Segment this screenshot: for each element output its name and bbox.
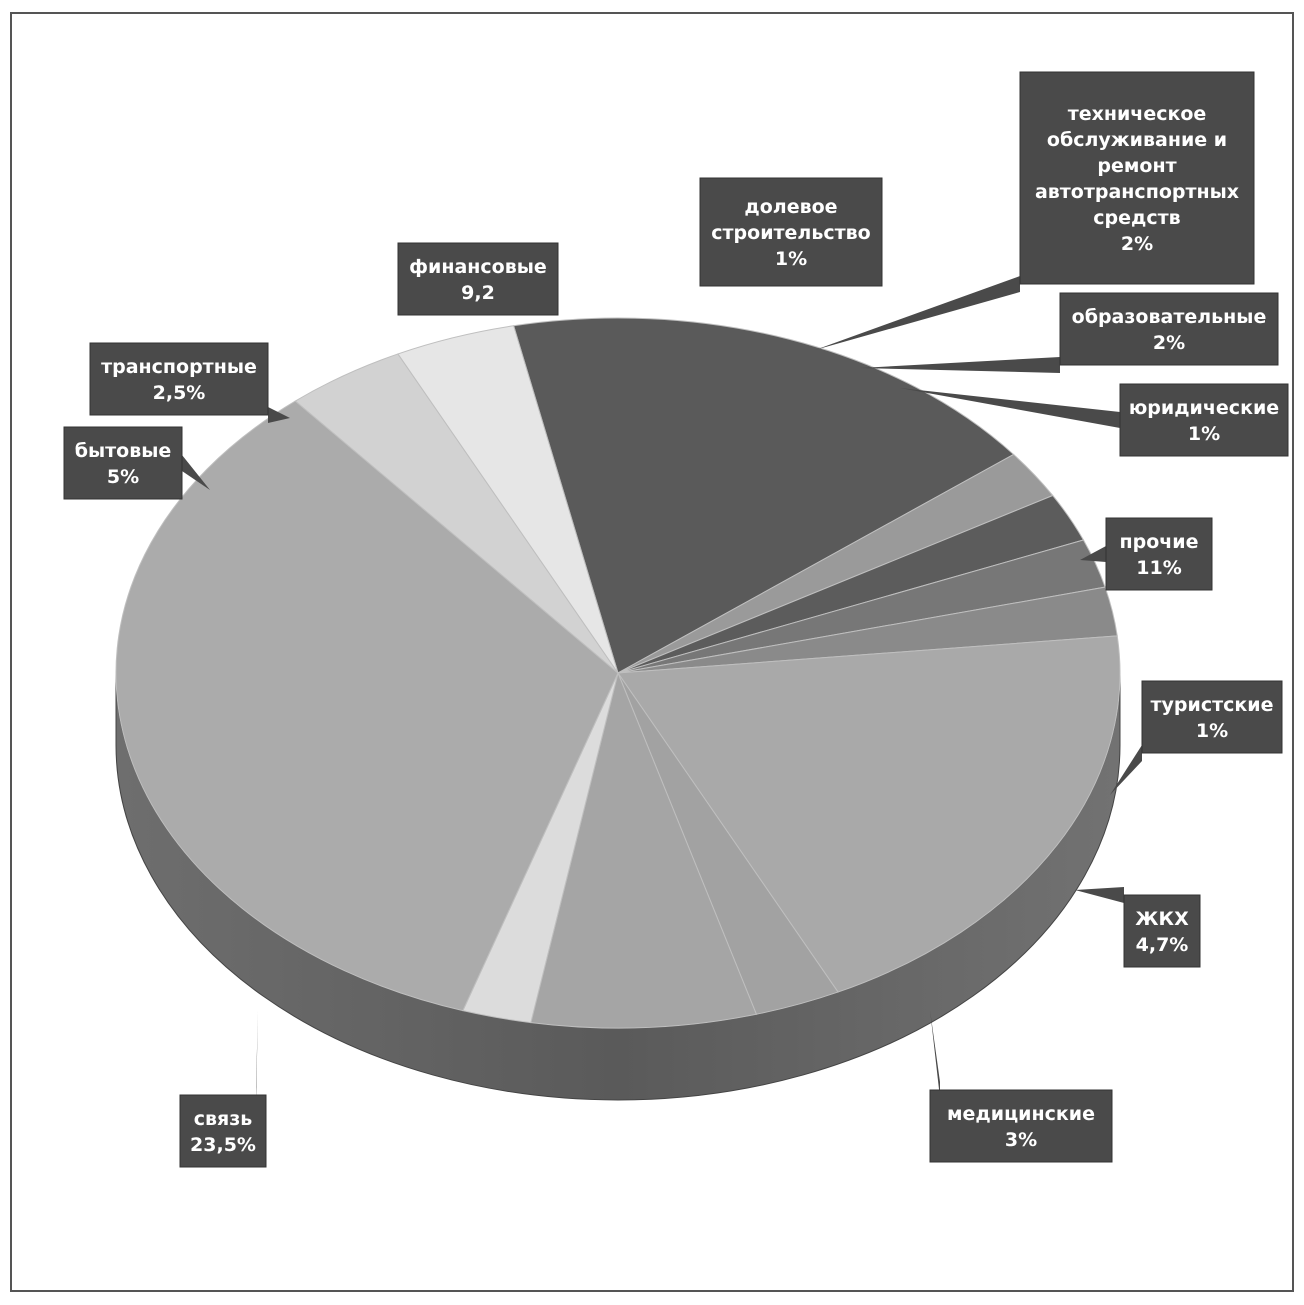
label-box [1141,680,1283,754]
leader-pointer [1110,745,1142,795]
slice-label-text: финансовые 9,2 [409,256,547,304]
slice-value: 2% [1121,233,1153,255]
label-box [1059,292,1279,366]
slice-value: 2% [1153,332,1185,354]
slice-label-text: долевое строительство 1% [711,196,870,270]
slice-label: юридические 1%юридические [1119,383,1289,457]
slice-value: 3% [1005,1129,1037,1151]
label-box [63,426,183,500]
slice-value: 2,5% [153,382,206,404]
slice-label: финансовые 9,2финансовые [397,242,559,316]
leader-pointer [182,455,210,490]
leader-pointer [256,1010,258,1103]
slice-label: туристские 1%туристские [1141,680,1283,754]
label-box [699,177,883,287]
pie-slice [617,635,1121,993]
slice-value: 1% [1196,720,1228,742]
slice-label-text: туристские 1% [1151,694,1274,742]
slice-label-text: прочие 11% [1119,531,1198,579]
label-box [89,342,269,416]
slice-label-text: юридические 1% [1129,397,1279,445]
slice-label: ЖКХ 4,7%ЖКХ [1123,894,1201,968]
pie-slice [115,400,619,1012]
slice-label: бытовые 5%бытовые [63,426,183,500]
slice-label-text: техническое обслуживание и ремонт автотранс… [1035,103,1239,255]
label-box [1019,71,1255,285]
pie-slices [115,317,1121,1029]
slice-label: медицинские 3%медицинские [929,1089,1113,1163]
slice-value: 9,2 [461,282,495,304]
slice-label-text: транспортные 2,5% [101,356,257,404]
leader-pointer [268,407,290,423]
slice-label: связь 23,5%связь [179,1094,267,1168]
leader-pointer [815,276,1020,350]
pie-slice [512,317,1015,674]
leader-pointer [1080,546,1106,562]
slice-label-text: образовательные 2% [1072,306,1267,354]
label-box [397,242,559,316]
slice-value: 1% [775,248,807,270]
slice-label: образовательные 2%образовательные [1059,292,1279,366]
label-box [1105,517,1213,591]
slice-value: 23,5% [190,1134,256,1156]
leader-lines [182,276,1142,1103]
leader-pointer [1075,887,1124,903]
slice-value: 4,7% [1136,934,1189,956]
slice-label: техническое обслуживание и ремонт автотранс… [1019,71,1255,285]
slice-label: долевое строительство 1%долевое строительс… [699,177,883,287]
slice-label: прочие 11%прочие [1105,517,1213,591]
label-box [179,1094,267,1168]
label-box [1119,383,1289,457]
slice-value: 1% [1188,423,1220,445]
slice-labels: финансовые 9,2финансовые долевое строительс… [63,71,1289,1168]
leader-pointer [900,388,1120,428]
slice-label-text: связь 23,5% [190,1108,256,1156]
pie-slice [397,325,619,674]
label-box [1123,894,1201,968]
slice-value: 5% [107,466,139,488]
slice-label-text: ЖКХ 4,7% [1135,908,1189,956]
slice-label-text: медицинские 3% [947,1103,1095,1151]
label-box [929,1089,1113,1163]
leader-pointer [930,1010,940,1098]
pie-slice [530,671,758,1029]
slice-value: 11% [1136,557,1181,579]
slice-label: транспортные 2,5%транспортные [89,342,269,416]
slice-label-text: бытовые 5% [75,440,172,488]
leader-pointer [860,357,1060,373]
